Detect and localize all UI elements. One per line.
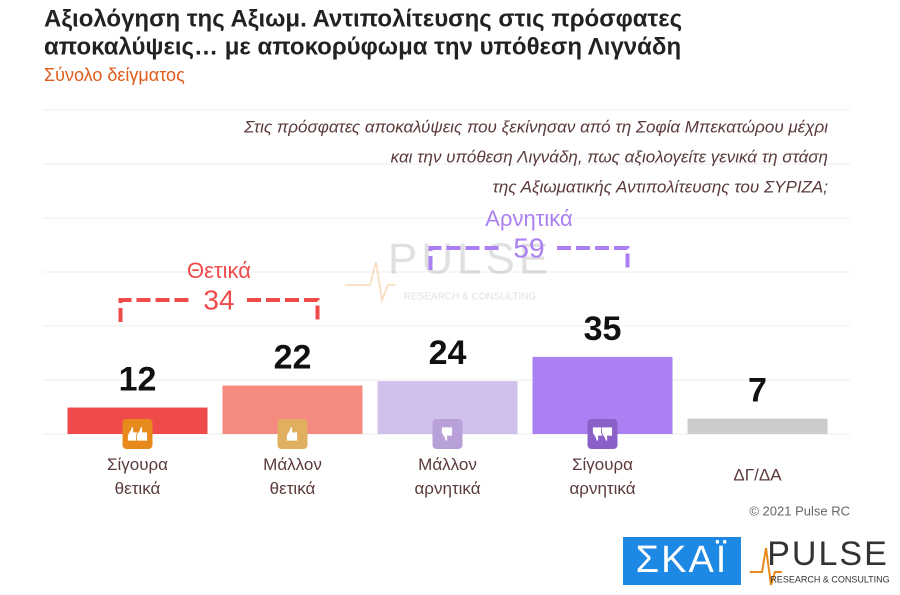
skai-logo-bg [623,537,741,585]
x-tick-label: Σίγουρα θετικά [107,455,168,498]
group-value: 34 [203,284,234,315]
question: της Αξιωματικής Αντιπολίτευσης του ΣΥΡΙΖ… [492,177,828,196]
pulse-logo-line [750,547,782,586]
pulse-logo-text: PULSE [767,535,889,573]
value-label: 24 [429,334,467,372]
chart-title: Αξιολόγηση της Αξιωμ. Αντιπολίτευσης στι… [44,5,682,32]
icon [277,419,308,449]
skai-logo-text: ΣΚΑΪ [636,539,729,581]
x-tick-label: Μάλλον αρνητικά [414,455,480,498]
chart-subtitle: Σύνολο δείγματος [44,65,185,85]
icon-thumb [441,426,453,442]
icon-thumb [286,426,298,442]
watermark-text: PULSE [388,235,552,284]
x-tick-label: ΔΓ/ΔΑ [733,465,782,484]
icon-thumb [601,426,613,442]
group-label: Αρνητικά [485,206,573,231]
pulse-logo-sub: RESEARCH & CONSULTING [770,574,889,584]
value-label: 7 [748,372,767,410]
bar [687,418,828,434]
pulse-logo: PULSE RESEARCH & CONSULTING [750,535,890,586]
value-label: 12 [119,361,157,399]
group-value: 59 [513,232,544,263]
watermark: PULSE RESEARCH & CONSULTING [345,235,552,304]
group-bracket [247,298,320,322]
icon [122,419,153,449]
question: Στις πρόσφατες αποκαλύψεις που ξεκίνησαν… [243,117,828,136]
icon-thumb [127,426,139,442]
x-tick-label: Μάλλον θετικά [263,455,322,498]
group-bracket [557,246,630,270]
value-label: 22 [274,338,312,376]
icon [587,419,618,449]
group-bracket [118,298,191,322]
watermark-pulse-line [345,261,395,304]
icon [432,419,463,449]
icon-thumb [136,426,148,442]
value-label: 35 [584,310,622,348]
question: και την υπόθεση Λιγνάδη, πως αξιολογείτε… [391,147,828,166]
skai-logo: ΣΚΑΪ [623,537,741,585]
icon-thumb [592,426,604,442]
copyright: © 2021 Pulse RC [749,503,850,518]
group-bracket [428,246,501,270]
watermark-sub: RESEARCH & CONSULTING [404,292,537,303]
x-tick-label: Σίγουρα αρνητικά [569,455,635,498]
group-label: Θετικά [187,258,251,283]
chart-title: αποκαλύψεις… με αποκορύφωμα την υπόθεση … [44,33,681,60]
